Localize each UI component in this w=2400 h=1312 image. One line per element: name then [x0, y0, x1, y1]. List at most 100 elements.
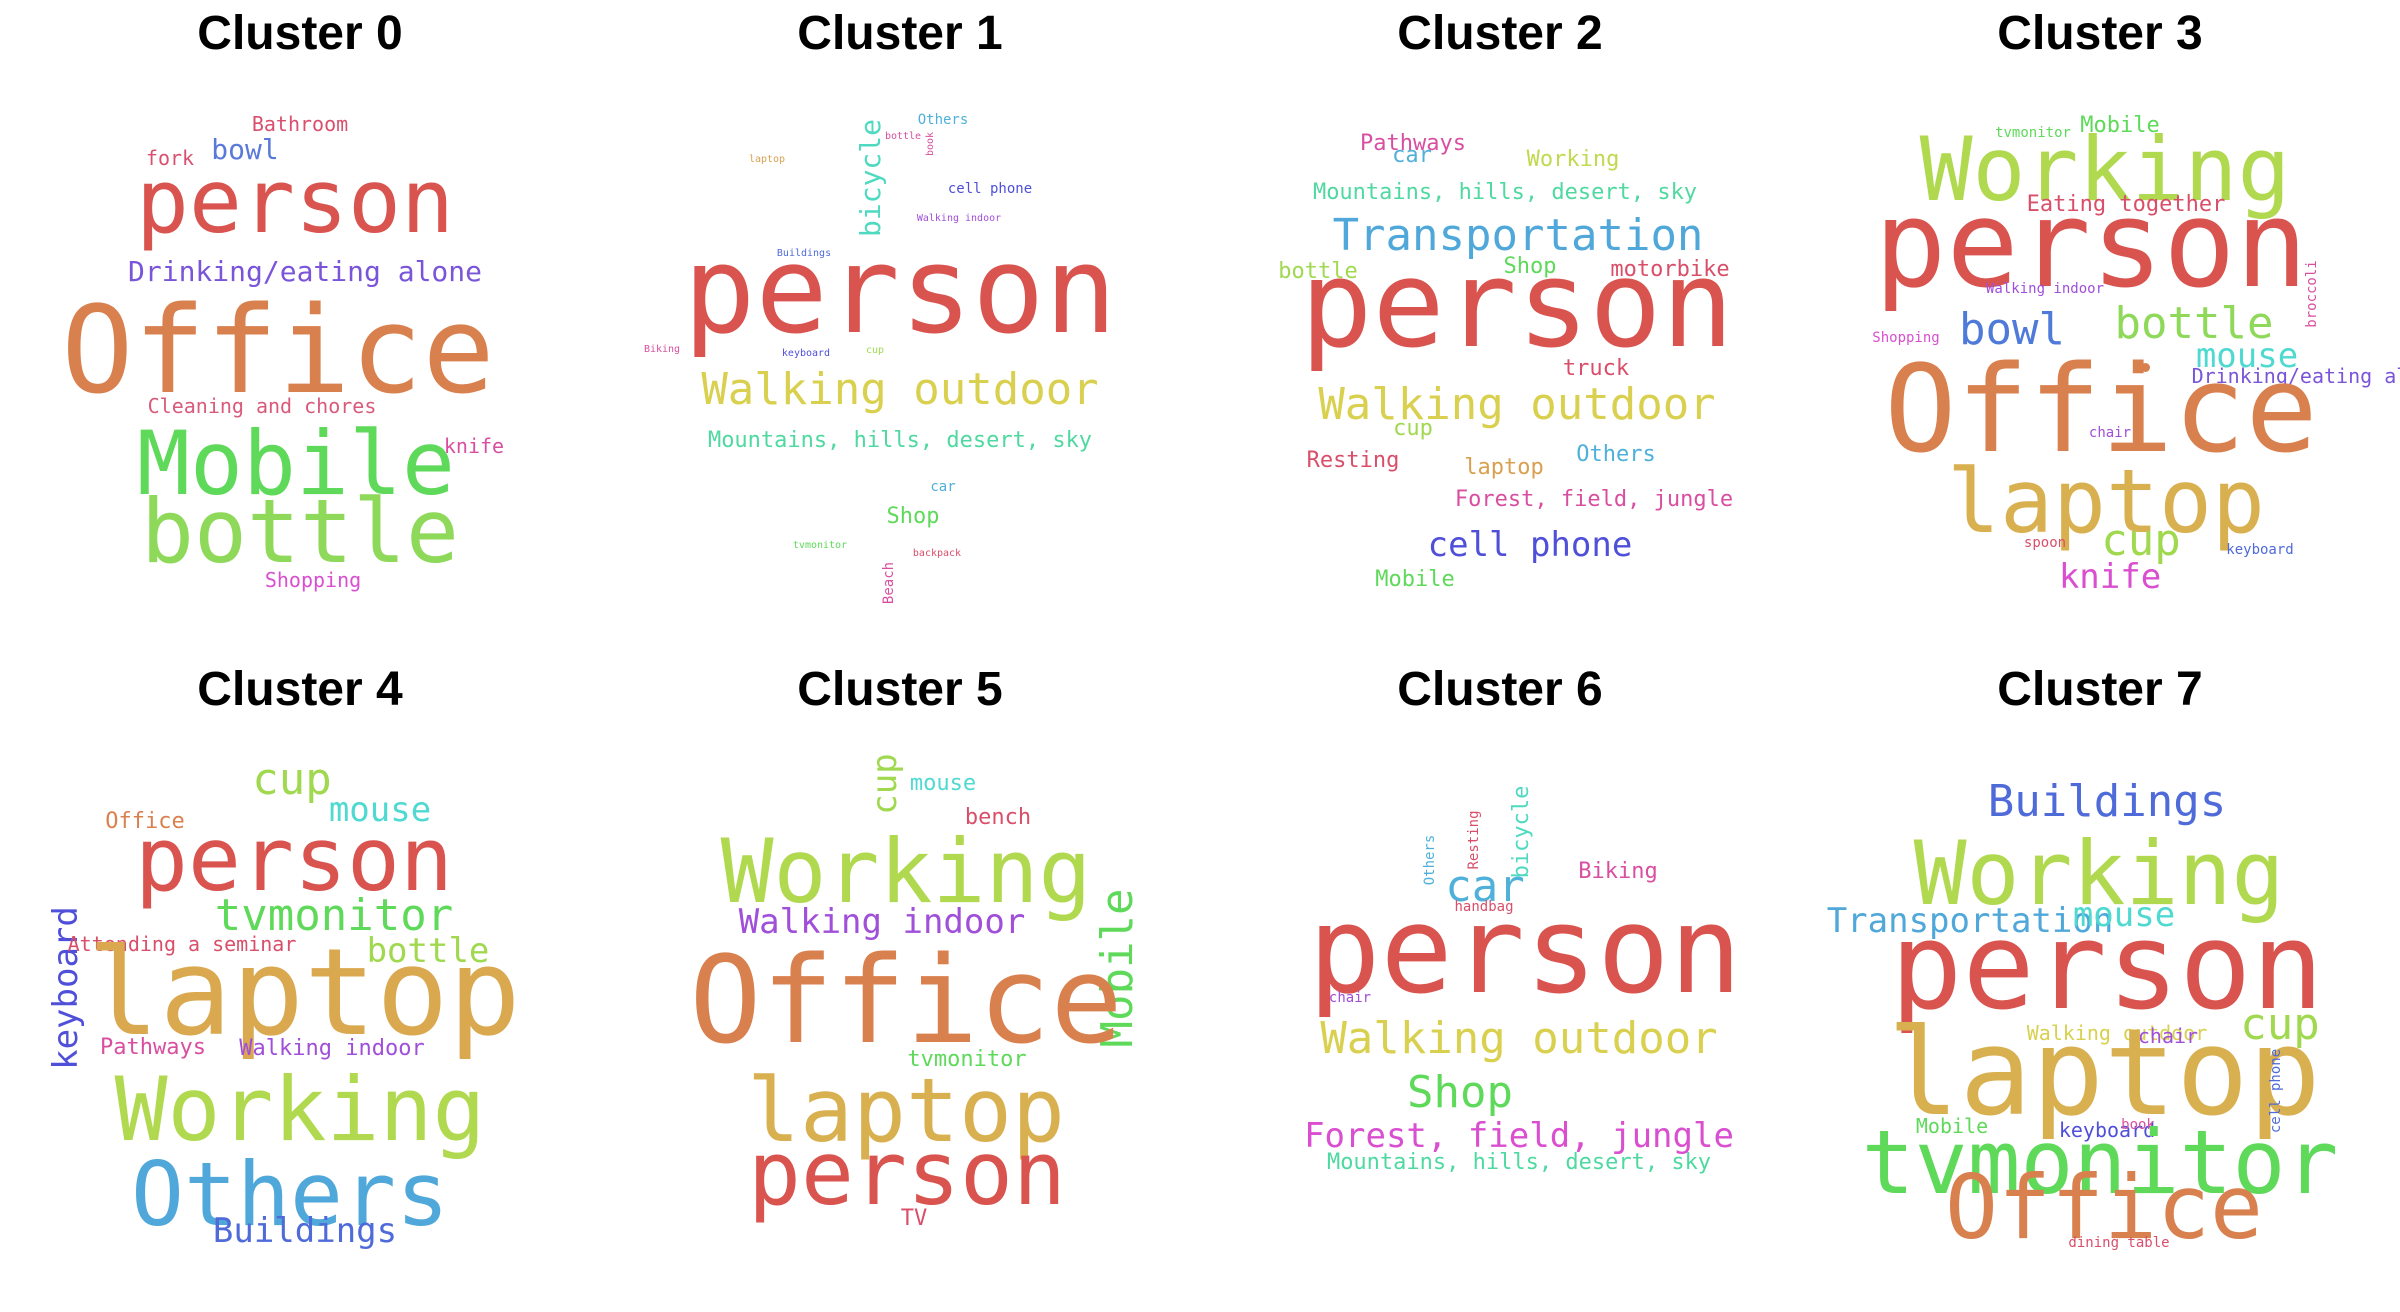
cloud-word: Walking outdoor [2026, 1021, 2208, 1045]
cloud-word: handbag [1454, 899, 1514, 915]
cloud-word: Pathways [100, 1035, 206, 1060]
cloud-word: person [1308, 882, 1742, 1021]
cloud-word: tvmonitor [792, 540, 848, 551]
cloud-word: car [1445, 861, 1525, 912]
cloud-word: Mountains, hills, desert, sky [1326, 1150, 1712, 1175]
cloud-word: Working [1526, 147, 1620, 172]
cloud-word: Office [105, 809, 185, 834]
cloud-word: laptop [1464, 455, 1544, 480]
cloud-word: Shopping [1872, 330, 1940, 346]
cloud-word: mouse [2072, 895, 2176, 935]
cloud-word: bottle [1278, 259, 1358, 284]
cloud-word: Mountains, hills, desert, sky [707, 428, 1093, 453]
cloud-word: cup [2101, 515, 2181, 566]
cluster-title: Cluster 6 [1397, 663, 1603, 716]
cloud-word: knife [443, 434, 505, 458]
cloud-word: bench [964, 805, 1032, 830]
cloud-word: car [930, 479, 956, 495]
cloud-word: person [136, 150, 454, 253]
cluster-panel: Cluster 1 Others bicycle bottle book laptop ce… [600, 0, 1200, 656]
cloud-word: Shopping [264, 568, 362, 592]
cloud-word: Others [917, 112, 969, 128]
cloud-word: broccoli [2304, 260, 2320, 328]
cloud-word: Attending a seminar [67, 932, 297, 956]
cluster-panel: Cluster 6 Others Resting bicycle car Biking ha… [1200, 656, 1800, 1312]
cloud-word: Walking indoor [1985, 281, 2105, 297]
cloud-word: Mobile [2080, 113, 2160, 138]
cloud-word: truck [1562, 356, 1630, 381]
cloud-word: book [2121, 1117, 2155, 1133]
cloud-word: Resting [1306, 448, 1400, 473]
cloud-word: person [748, 1122, 1066, 1225]
cloud-word: cup [1393, 416, 1433, 441]
cloud-word: Others [1422, 834, 1438, 886]
cluster-title: Cluster 1 [797, 7, 1003, 60]
cloud-word: cell phone [1427, 525, 1633, 565]
cloud-word: car [1392, 143, 1432, 168]
cloud-word: bottle [884, 131, 922, 142]
cloud-word: bottle [141, 480, 459, 583]
cloud-word: Mobile [1915, 1114, 1989, 1138]
cluster-panel: Cluster 2 Pathways car Working Mountains, hi… [1200, 0, 1800, 656]
cloud-word: Office [689, 932, 1123, 1071]
cloud-word: bicycle [854, 118, 887, 238]
cloud-word: TV [900, 1206, 928, 1231]
cloud-word: laptop [1887, 1004, 2321, 1143]
cluster-title: Cluster 7 [1997, 663, 2203, 716]
cloud-word: bottle [2114, 298, 2274, 349]
cloud-word: Eating together [2026, 192, 2226, 217]
cloud-word: Walking outdoor [701, 364, 1099, 415]
cloud-word: Others [131, 1143, 449, 1246]
cluster-panel: Cluster 4 cup Office mouse person tvmonitor ke… [0, 656, 600, 1312]
cloud-word: Working [720, 820, 1092, 923]
cloud-word: backpack [912, 548, 962, 559]
cloud-word: Walking outdoor [1320, 1013, 1718, 1064]
cloud-word: Working [1913, 822, 2285, 925]
cloud-word: laptop [748, 154, 786, 165]
cluster-title: Cluster 0 [197, 7, 403, 60]
cloud-word: chair [2137, 1024, 2199, 1048]
cloud-word: tvmonitor [907, 1047, 1027, 1072]
cloud-word: Others [1576, 442, 1656, 467]
cloud-word: Mountains, hills, desert, sky [1312, 180, 1698, 205]
cloud-word: mouse [328, 790, 432, 830]
cloud-word: Walking indoor [738, 902, 1026, 942]
cloud-word: Shop [1407, 1067, 1513, 1118]
cloud-word: tvmonitor [1861, 1111, 2339, 1214]
cloud-word: Transportation [1826, 901, 2114, 941]
cloud-word: Beach [881, 561, 897, 605]
cloud-word: fork [145, 146, 195, 170]
cluster-title: Cluster 4 [197, 663, 403, 716]
cloud-word: dining table [2068, 1235, 2170, 1251]
cloud-word: spoon [2023, 535, 2067, 551]
cloud-word: Bathroom [251, 112, 349, 136]
cloud-word: person [1874, 176, 2308, 315]
cloud-word: bottle [366, 931, 490, 971]
cloud-word: Buildings [776, 248, 832, 259]
cloud-word: Cleaning and chores [147, 394, 377, 418]
cloud-word: cup [2240, 999, 2320, 1050]
cloud-word: Office [61, 282, 495, 421]
cloud-word: cup [865, 753, 905, 815]
cloud-word: Walking outdoor [1318, 379, 1716, 430]
cloud-word: Office [1945, 1156, 2263, 1259]
cloud-word: Working [1919, 118, 2291, 221]
cloud-word: cup [865, 345, 885, 356]
cloud-word: Forest, field, jungle [1304, 1116, 1734, 1156]
cloud-word: cup [252, 754, 332, 805]
cluster-title: Cluster 5 [797, 663, 1003, 716]
cloud-word: Walking indoor [916, 213, 1002, 224]
cloud-word: Biking [643, 344, 681, 355]
cloud-word: Shop [886, 504, 940, 529]
cloud-word: tvmonitor [214, 890, 454, 941]
cloud-word: mouse [2195, 336, 2299, 376]
cloud-word: Transportation [1332, 210, 1704, 261]
cluster-title: Cluster 3 [1997, 7, 2203, 60]
cloud-word: Buildings [212, 1211, 398, 1251]
cloud-word: keyboard [781, 348, 831, 359]
cluster-panel: Cluster 0 Bathroom bowl fork person Drinking/… [0, 0, 600, 656]
cloud-word: chair [1328, 990, 1372, 1006]
cloud-word: Walking indoor [239, 1036, 425, 1061]
cloud-word: chair [2088, 425, 2132, 441]
